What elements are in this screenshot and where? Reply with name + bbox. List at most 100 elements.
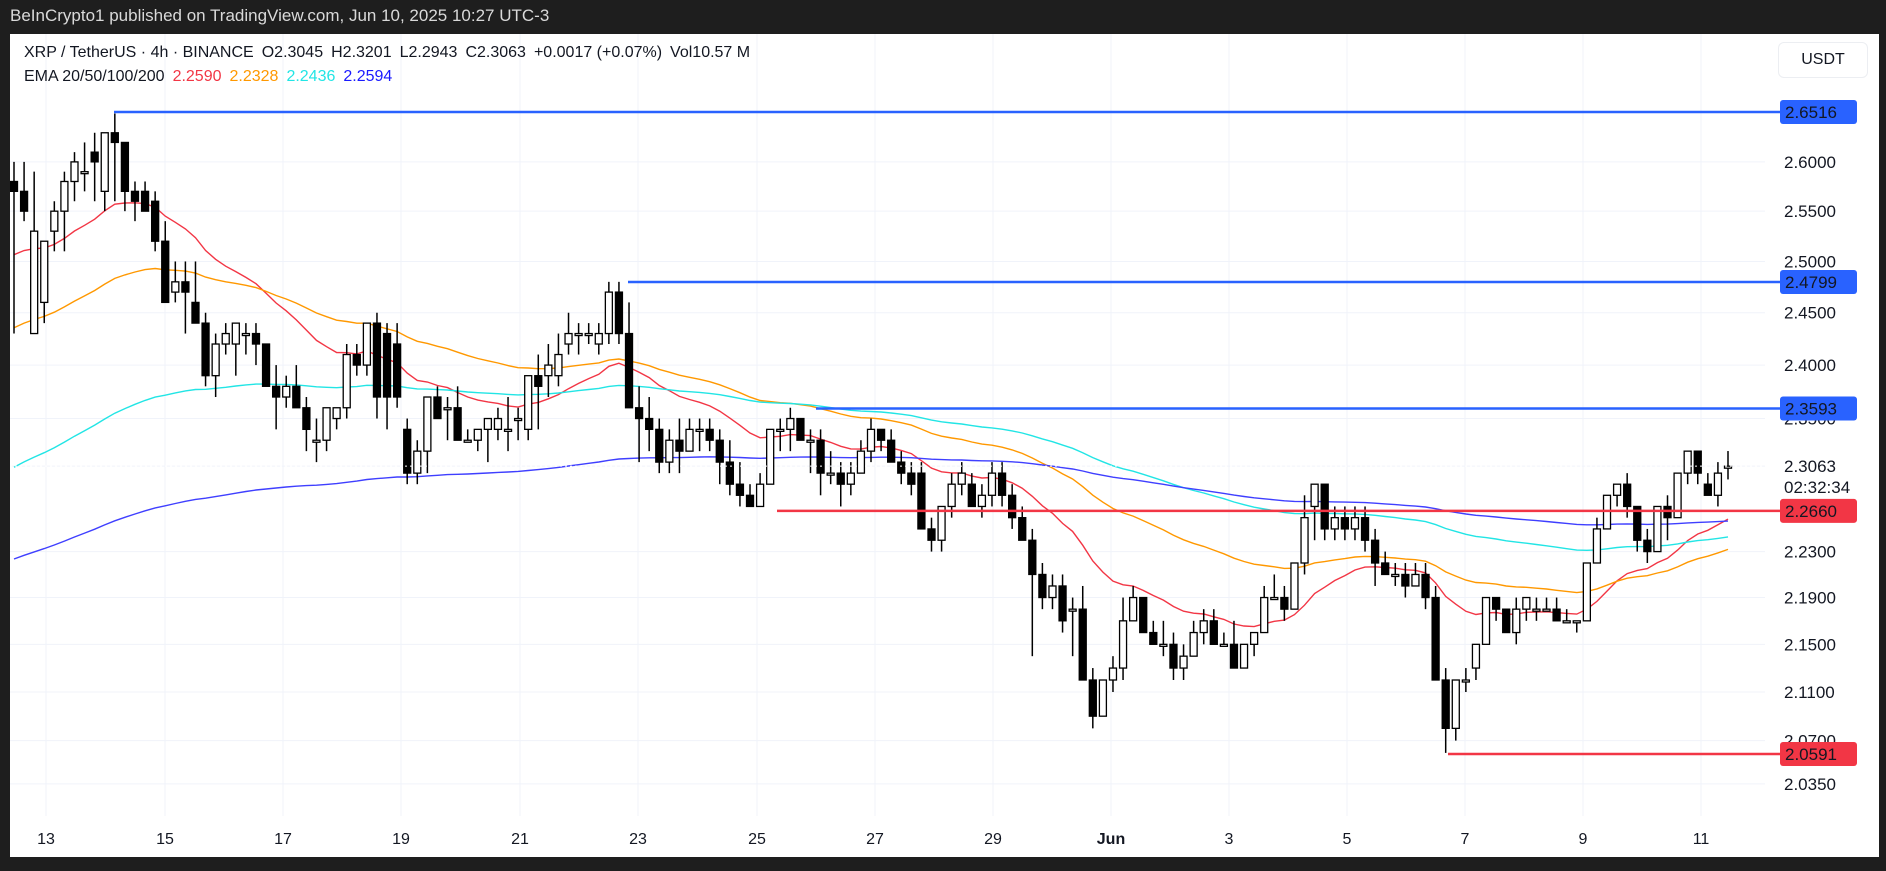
candle: [1128, 596, 1138, 622]
candle: [1139, 596, 1148, 634]
candle: [503, 428, 513, 433]
candle: [322, 407, 331, 441]
candle: [534, 375, 543, 387]
candle: [1522, 596, 1531, 610]
candle: [1310, 483, 1319, 508]
candle: [19, 190, 29, 212]
candle: [1078, 608, 1087, 681]
candle: [967, 483, 976, 508]
candle: [1421, 573, 1430, 599]
ema-label[interactable]: EMA 20/50/100/200: [24, 68, 165, 85]
price-axis[interactable]: 2.60002.55002.50002.45002.40002.35002.23…: [1784, 153, 1836, 794]
candle: [251, 332, 261, 345]
level-price: 2.3593: [1785, 400, 1837, 419]
candle: [806, 439, 815, 443]
time-axis[interactable]: 13 15 17 19 21 23 25 27 29 Jun 3 5 7 9 11: [37, 831, 1709, 848]
candle: [1169, 643, 1178, 669]
candle: [876, 428, 886, 441]
price-tick: 2.6000: [1784, 153, 1836, 172]
candle: [685, 428, 694, 452]
candle: [796, 417, 805, 441]
candle: [1270, 596, 1279, 601]
candle: [171, 281, 180, 293]
candle: [1713, 472, 1723, 496]
level-price: 2.2660: [1785, 502, 1837, 521]
candle: [332, 407, 341, 420]
price-tick: 2.4500: [1784, 304, 1836, 323]
candle: [282, 385, 291, 398]
candle: [1068, 608, 1077, 612]
candle: [705, 428, 714, 441]
candle: [1542, 608, 1551, 612]
candle: [745, 494, 755, 508]
candle: [30, 230, 39, 335]
candle: [755, 483, 765, 508]
volume: Vol10.57 M: [670, 44, 751, 61]
candle: [1159, 643, 1168, 647]
symbol-title[interactable]: XRP / TetherUS · 4h · BINANCE: [24, 44, 254, 61]
candle: [1048, 585, 1057, 599]
candle: [1149, 631, 1158, 645]
ohlc-close: C2.3063: [465, 44, 526, 61]
candle: [524, 375, 533, 431]
price-chart[interactable]: 2.60002.55002.50002.45002.40002.35002.23…: [10, 34, 1879, 857]
candle: [201, 322, 210, 377]
candle: [1502, 608, 1511, 634]
candle: [1643, 539, 1652, 553]
ema20-value: 2.2590: [172, 68, 222, 85]
level-price: 2.6516: [1785, 103, 1837, 122]
grid: [10, 34, 1765, 816]
chart-panel[interactable]: 2.60002.55002.50002.45002.40002.35002.23…: [10, 34, 1879, 857]
candle: [130, 190, 140, 202]
symbol-legend: XRP / TetherUS · 4h · BINANCE O2.3045 H2.3…: [24, 44, 758, 62]
bar-countdown: 02:32:34: [1784, 478, 1850, 497]
candle: [1441, 679, 1450, 730]
candle: [1633, 505, 1642, 541]
candle: [221, 332, 230, 345]
candle: [453, 407, 462, 441]
candle: [1098, 679, 1108, 717]
candle: [887, 439, 896, 463]
candle: [1008, 494, 1017, 519]
candle: [786, 417, 795, 431]
candle: [151, 200, 160, 242]
time-tick: 15: [156, 831, 174, 848]
ema-legend: EMA 20/50/100/200 2.2590 2.2328 2.2436 2.259…: [24, 68, 400, 86]
candle: [866, 428, 876, 452]
candle: [473, 428, 482, 441]
candle: [1028, 539, 1037, 576]
candle: [433, 396, 442, 420]
candle: [574, 332, 583, 337]
candle: [1280, 596, 1289, 610]
candle: [483, 417, 493, 431]
price-tick: 2.4000: [1784, 356, 1836, 375]
time-tick: 29: [984, 831, 1002, 848]
candle: [897, 461, 906, 474]
currency-button[interactable]: USDT: [1778, 42, 1868, 78]
candle: [1381, 562, 1390, 576]
candle: [604, 291, 614, 335]
candle: [1562, 620, 1571, 624]
candle: [564, 332, 573, 345]
candle: [1290, 562, 1299, 610]
time-tick: 9: [1579, 831, 1588, 848]
time-tick: 19: [392, 831, 410, 848]
candle: [362, 322, 372, 366]
candle: [1572, 620, 1581, 624]
candle: [675, 439, 684, 452]
ema200-value: 2.2594: [343, 68, 393, 85]
candle: [302, 407, 311, 431]
candle: [776, 428, 785, 433]
time-tick: 7: [1461, 831, 1470, 848]
time-tick: 17: [274, 831, 292, 848]
candle: [1481, 596, 1491, 645]
candle: [937, 505, 946, 541]
publish-info: BeInCrypto1 published on TradingView.com…: [10, 6, 550, 25]
candle: [10, 180, 19, 193]
candle: [544, 364, 553, 377]
candle: [917, 472, 926, 530]
candle: [695, 428, 704, 433]
candle: [1693, 450, 1702, 474]
candle: [1703, 483, 1712, 496]
candle: [1260, 596, 1269, 634]
